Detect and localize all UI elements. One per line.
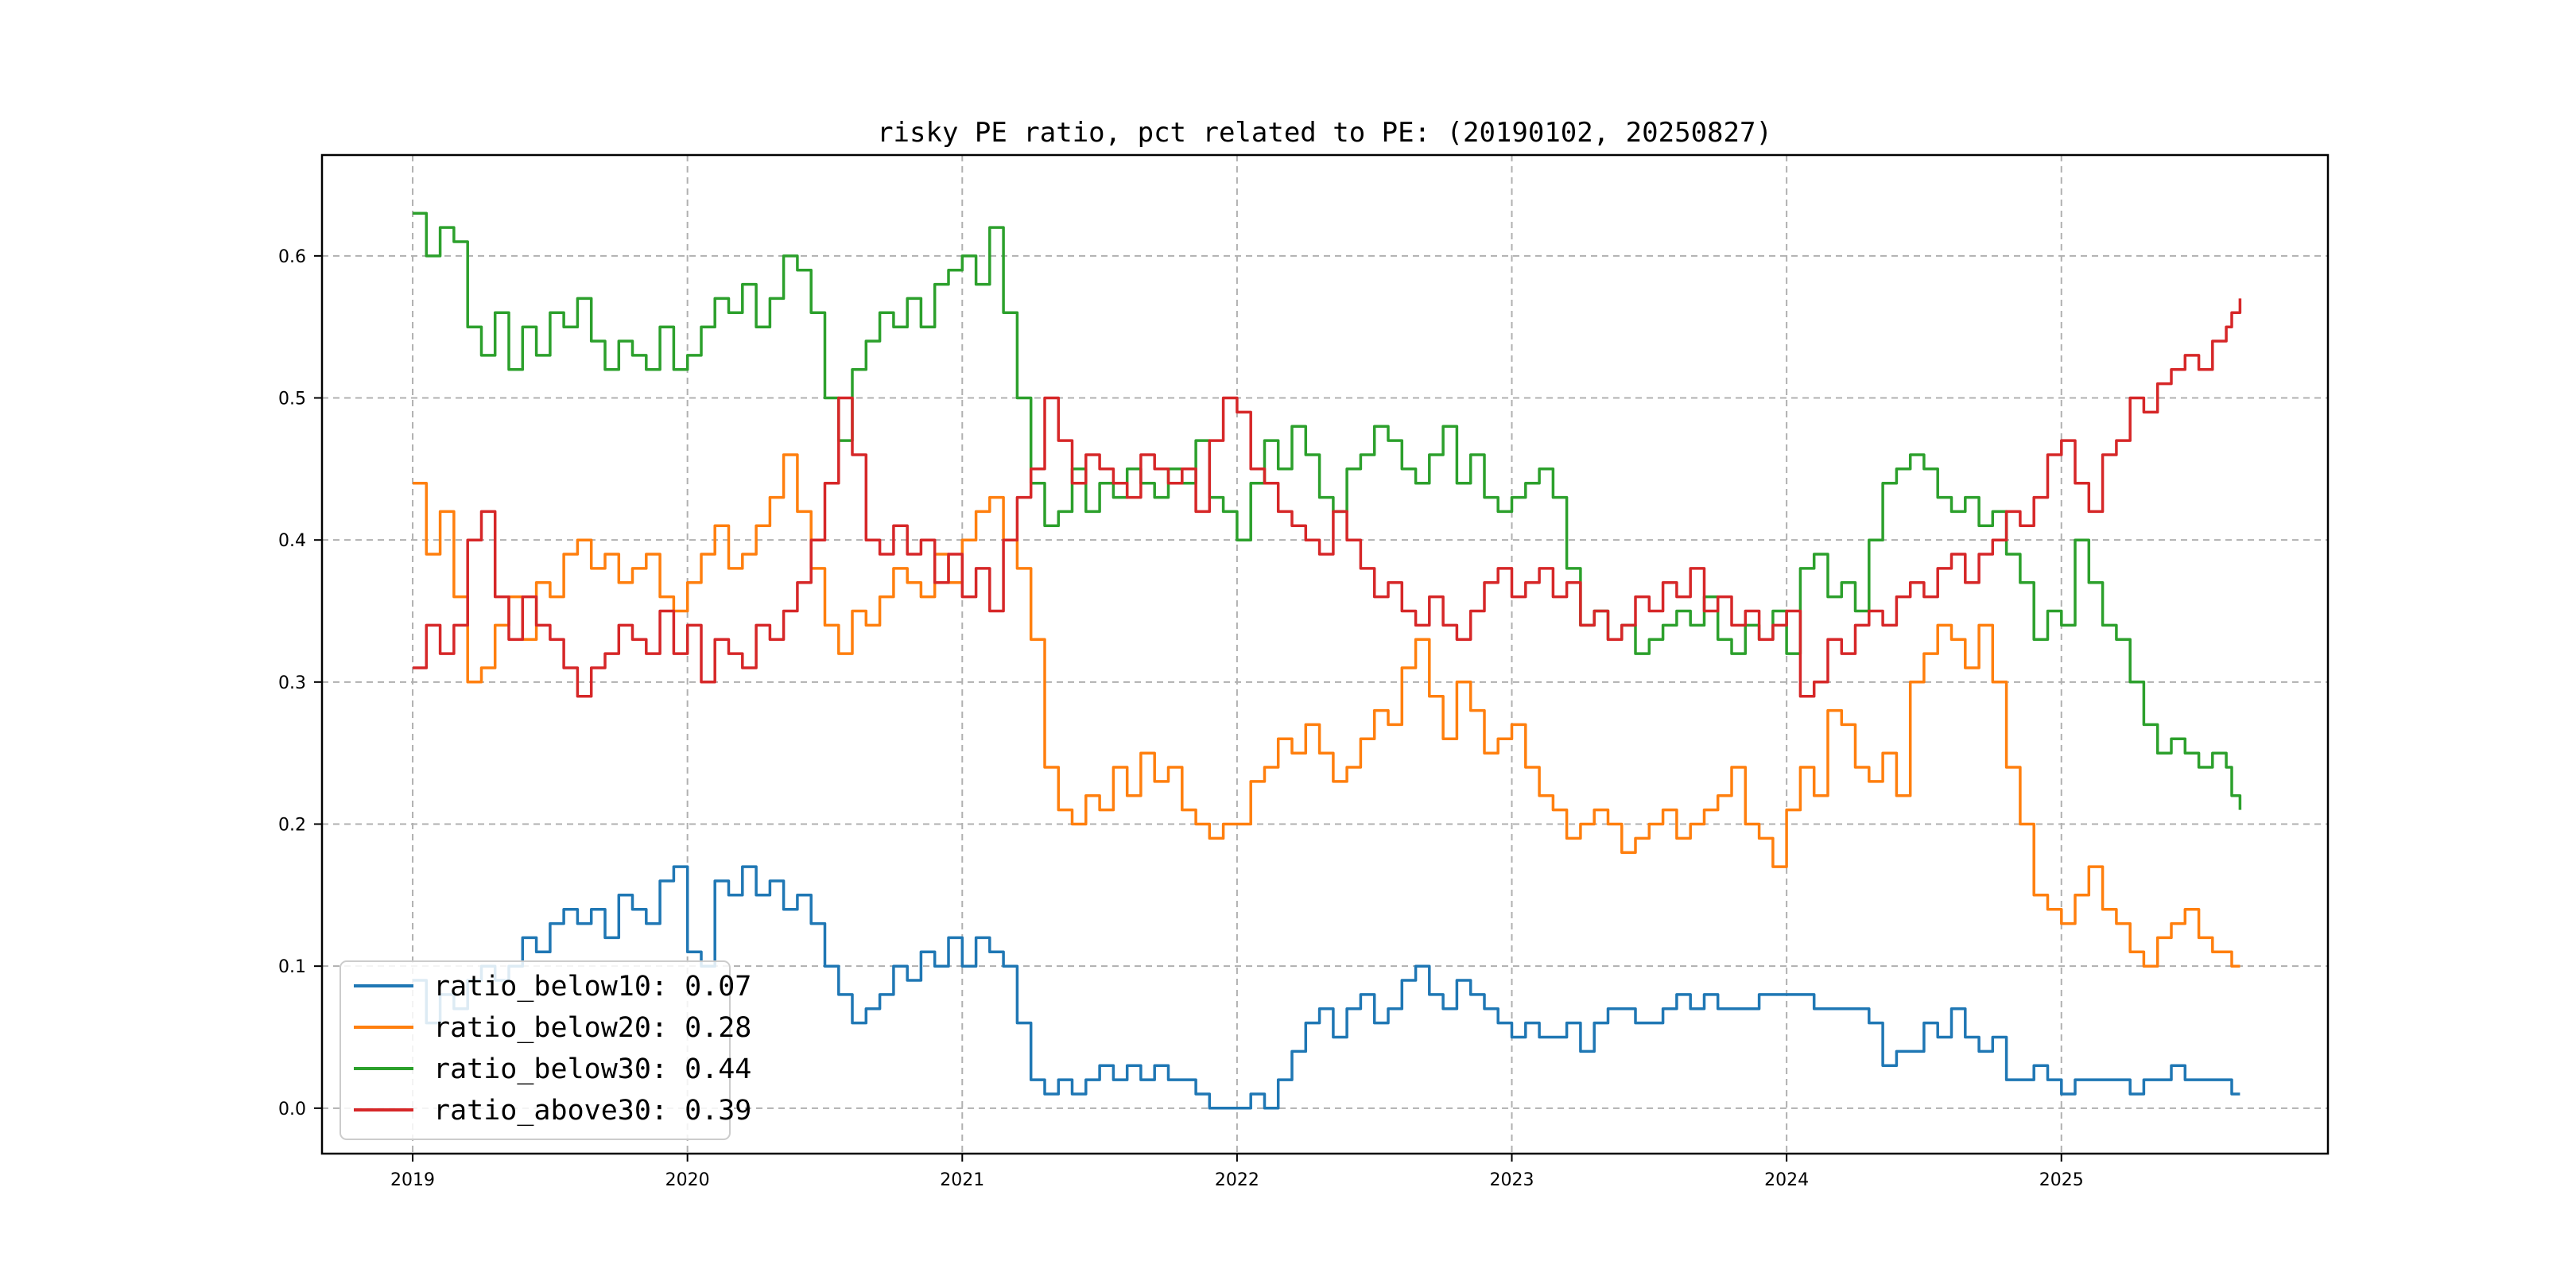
x-tick-label: 2021 bbox=[940, 1170, 984, 1190]
legend-label-ratio_above30: ratio_above30: 0.39 bbox=[433, 1095, 751, 1127]
x-tick-label: 2019 bbox=[390, 1170, 435, 1190]
y-tick-label: 0.6 bbox=[278, 247, 306, 267]
series-line-ratio_above30 bbox=[413, 298, 2242, 698]
legend-label-ratio_below30: ratio_below30: 0.44 bbox=[433, 1053, 751, 1085]
ticks-layer: 2019 2020 2021 2022 2023 2024 2025 0.0 0.1 0.2 0.3… bbox=[278, 247, 2084, 1190]
y-tick-label: 0.2 bbox=[278, 816, 306, 836]
y-tick-label: 0.3 bbox=[278, 673, 306, 693]
y-tick-label: 0.5 bbox=[278, 390, 306, 409]
legend: ratio_below10: 0.07 ratio_below20: 0.28 ra… bbox=[339, 960, 751, 1140]
x-tick-label: 2025 bbox=[2039, 1170, 2084, 1190]
legend-box bbox=[339, 960, 731, 1140]
legend-label-ratio_below20: ratio_below20: 0.28 bbox=[433, 1012, 751, 1044]
x-tick-label: 2022 bbox=[1215, 1170, 1259, 1190]
x-tick-label: 2023 bbox=[1490, 1170, 1534, 1190]
series-layer bbox=[413, 211, 2242, 1110]
legend-label-ratio_below10: ratio_below10: 0.07 bbox=[433, 971, 751, 1003]
series-line-ratio_below20 bbox=[413, 453, 2240, 968]
plot-area-frame bbox=[320, 153, 2330, 1155]
y-tick-label: 0.4 bbox=[278, 531, 306, 551]
chart-title: risky PE ratio, pct related to PE: (2019… bbox=[877, 117, 1772, 149]
x-tick-label: 2024 bbox=[1764, 1170, 1809, 1190]
y-tick-label: 0.1 bbox=[278, 957, 306, 977]
y-tick-label: 0.0 bbox=[278, 1100, 306, 1119]
x-tick-label: 2020 bbox=[665, 1170, 710, 1190]
series-line-ratio_below10 bbox=[413, 865, 2240, 1110]
